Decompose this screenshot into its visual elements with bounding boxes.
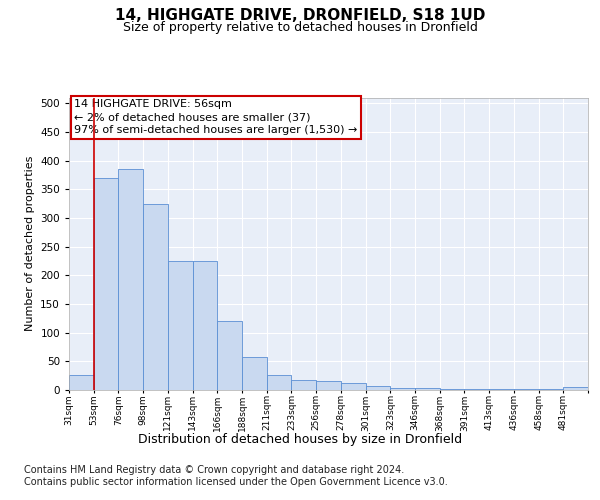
Bar [242,358,267,390]
Bar [217,321,242,390]
Text: 14, HIGHGATE DRIVE, DRONFIELD, S18 1UD: 14, HIGHGATE DRIVE, DRONFIELD, S18 1UD [115,8,485,22]
Bar [415,388,440,390]
Bar [69,374,94,390]
Bar [94,178,118,390]
Bar [365,386,390,390]
Bar [143,204,168,390]
Bar [341,383,365,390]
Text: Contains HM Land Registry data © Crown copyright and database right 2024.
Contai: Contains HM Land Registry data © Crown c… [24,465,448,486]
Bar [563,387,588,390]
Text: 14 HIGHGATE DRIVE: 56sqm
← 2% of detached houses are smaller (37)
97% of semi-de: 14 HIGHGATE DRIVE: 56sqm ← 2% of detache… [74,99,358,136]
Text: Size of property relative to detached houses in Dronfield: Size of property relative to detached ho… [122,21,478,34]
Bar [316,382,341,390]
Bar [292,380,316,390]
Text: Distribution of detached houses by size in Dronfield: Distribution of detached houses by size … [138,432,462,446]
Bar [464,389,489,390]
Bar [440,389,464,390]
Bar [168,261,193,390]
Bar [489,389,514,390]
Y-axis label: Number of detached properties: Number of detached properties [25,156,35,332]
Bar [118,169,143,390]
Bar [193,261,217,390]
Bar [390,388,415,390]
Bar [267,374,292,390]
